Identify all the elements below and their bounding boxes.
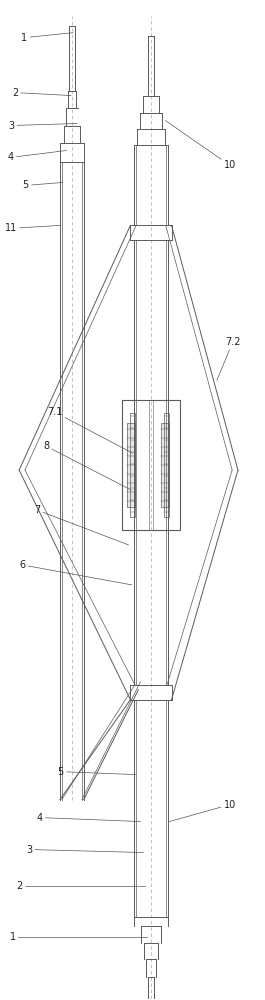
Bar <box>127 423 135 507</box>
Text: 3: 3 <box>26 845 144 855</box>
Text: 7: 7 <box>34 505 129 545</box>
Text: 5: 5 <box>23 180 63 190</box>
Text: 4: 4 <box>37 813 140 823</box>
Text: 10: 10 <box>169 800 236 822</box>
Text: 6: 6 <box>19 560 132 585</box>
Text: 4: 4 <box>8 150 67 162</box>
Text: 11: 11 <box>5 223 60 233</box>
Text: 8: 8 <box>43 441 131 490</box>
Bar <box>161 423 169 507</box>
Text: 1: 1 <box>21 33 73 43</box>
Bar <box>122 400 180 530</box>
Text: 10: 10 <box>165 121 236 170</box>
Text: 7.1: 7.1 <box>47 407 132 453</box>
Text: 1: 1 <box>10 932 148 942</box>
Text: 3: 3 <box>8 121 77 131</box>
Text: 5: 5 <box>58 767 136 777</box>
Text: 2: 2 <box>16 881 146 891</box>
Text: 2: 2 <box>12 88 71 98</box>
Bar <box>130 413 135 517</box>
Bar <box>164 413 169 517</box>
Text: 7.2: 7.2 <box>217 337 240 380</box>
